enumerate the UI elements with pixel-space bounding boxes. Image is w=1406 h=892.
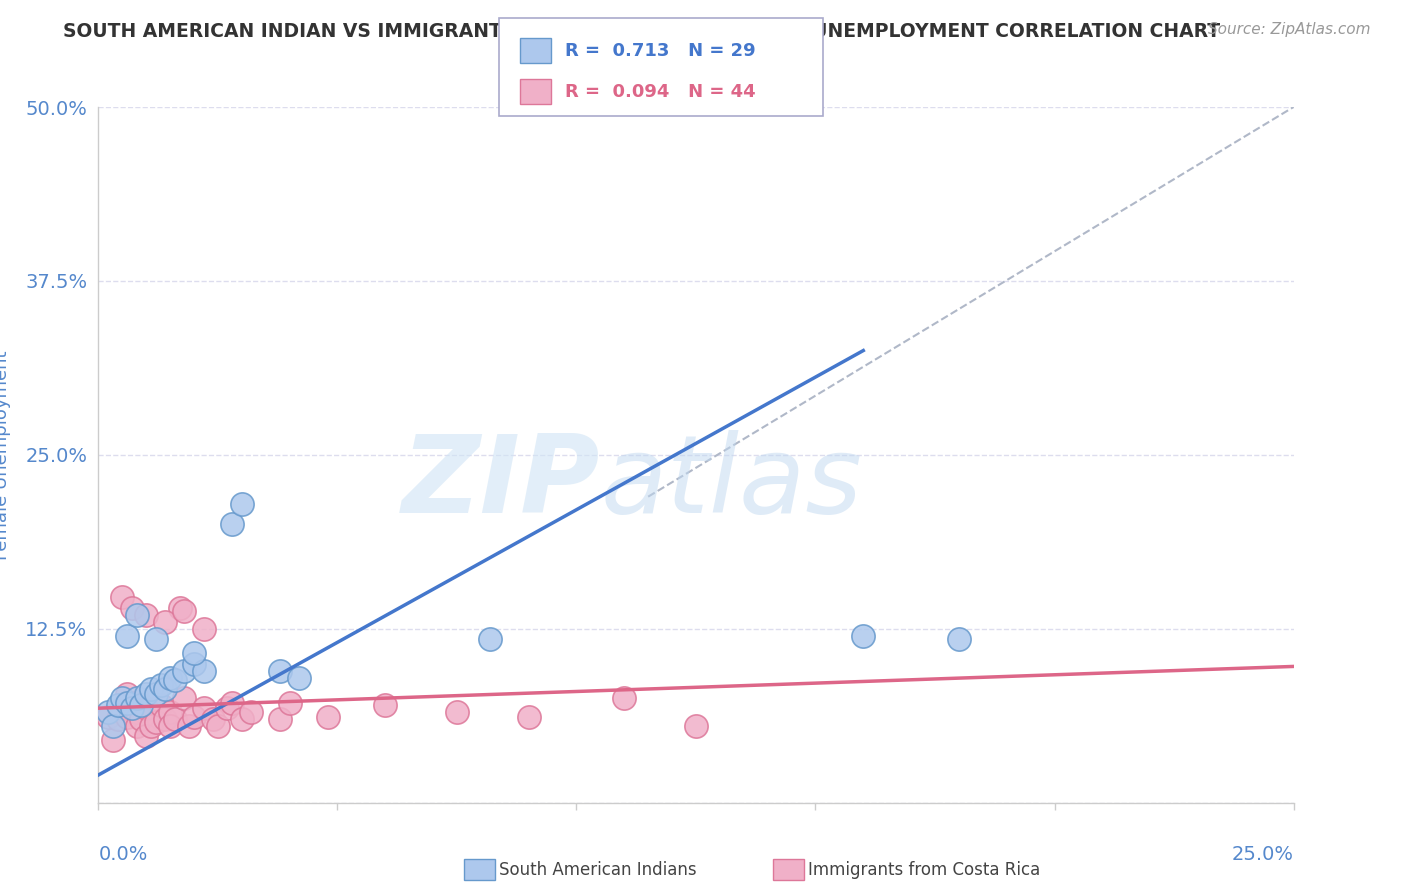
Point [135,701,157,715]
Point [145,687,167,701]
Point [135,729,157,743]
Point [121,696,143,710]
Point [97,706,120,720]
Point [169,601,191,615]
Point [101,733,124,747]
Text: ZIP: ZIP [402,430,600,536]
Point [131,712,153,726]
Point [155,615,177,629]
Point [240,706,263,720]
Point [202,712,225,726]
Point [139,681,162,696]
Y-axis label: Female Unemployment: Female Unemployment [0,351,11,559]
Point [111,590,134,604]
Point [288,671,311,685]
Point [159,706,181,720]
Point [155,712,177,726]
Point [145,632,167,646]
Text: atlas: atlas [600,430,862,535]
Point [316,709,339,723]
Point [179,719,201,733]
Point [193,664,215,678]
Point [183,709,205,723]
Point [115,629,138,643]
Point [121,601,143,615]
Point [125,719,148,733]
Point [183,646,205,660]
Point [155,681,177,696]
Point [193,701,215,715]
Point [101,719,124,733]
Point [207,719,229,733]
Point [139,719,162,733]
Point [149,698,172,713]
Point [159,671,181,685]
Point [135,607,157,622]
Point [115,687,138,701]
Point [173,691,195,706]
Text: 0.0%: 0.0% [98,845,148,863]
Point [479,632,502,646]
Point [221,696,243,710]
Point [278,696,301,710]
Point [107,698,129,713]
Point [145,715,167,730]
Text: South American Indians: South American Indians [499,861,697,879]
Point [163,712,186,726]
Text: SOUTH AMERICAN INDIAN VS IMMIGRANTS FROM COSTA RICA FEMALE UNEMPLOYMENT CORRELAT: SOUTH AMERICAN INDIAN VS IMMIGRANTS FROM… [63,22,1220,41]
Point [149,677,172,691]
Point [685,719,707,733]
Point [517,709,540,723]
Point [613,691,636,706]
Point [135,687,157,701]
Text: Immigrants from Costa Rica: Immigrants from Costa Rica [808,861,1040,879]
Point [269,712,291,726]
Point [183,657,205,671]
Point [217,701,239,715]
Point [115,709,138,723]
Point [97,709,120,723]
Point [115,696,138,710]
Point [125,706,148,720]
Point [125,607,148,622]
Point [173,664,195,678]
Point [852,629,875,643]
Text: 25.0%: 25.0% [1232,845,1294,863]
Text: R =  0.713   N = 29: R = 0.713 N = 29 [565,42,756,60]
Point [269,664,291,678]
Point [107,712,129,726]
Point [948,632,970,646]
Point [231,497,253,511]
Point [159,719,181,733]
Point [111,691,134,706]
Point [163,673,186,688]
Point [131,698,153,713]
Point [374,698,396,713]
Point [193,622,215,636]
Text: R =  0.094   N = 44: R = 0.094 N = 44 [565,83,756,101]
Point [121,701,143,715]
Point [125,691,148,706]
Point [111,701,134,715]
Point [231,712,253,726]
Point [173,604,195,618]
Point [446,706,468,720]
Text: Source: ZipAtlas.com: Source: ZipAtlas.com [1208,22,1371,37]
Point [221,517,243,532]
